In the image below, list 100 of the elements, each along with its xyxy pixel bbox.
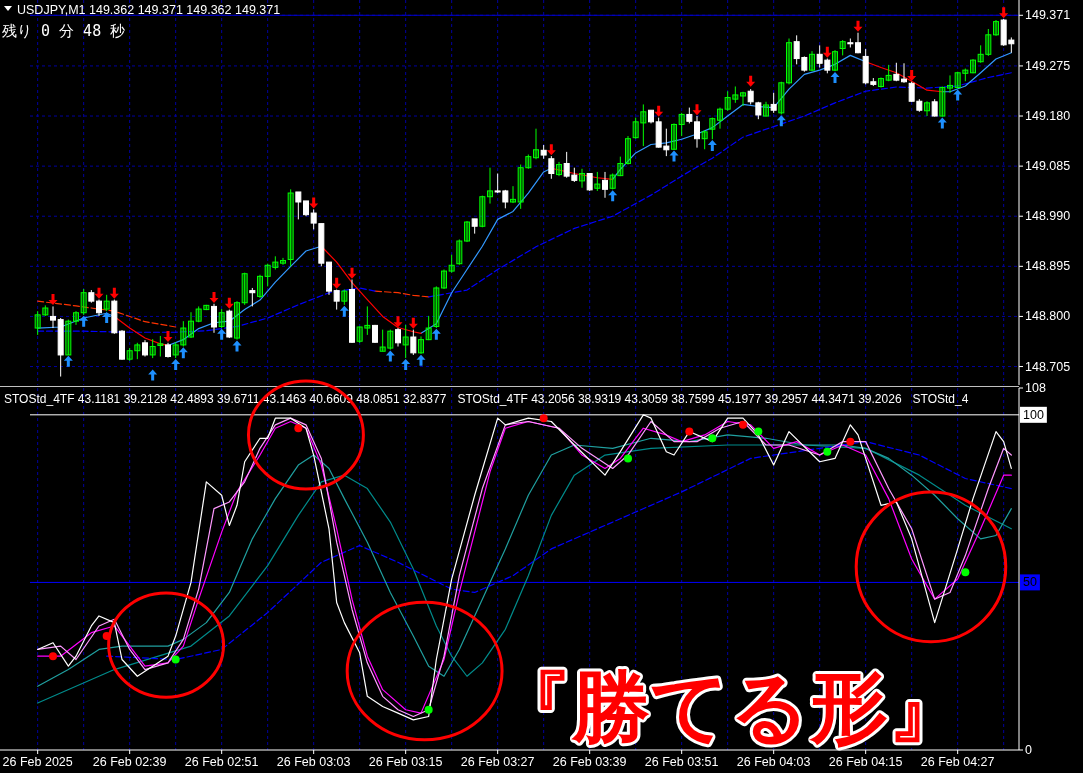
point [830, 72, 840, 84]
point [102, 311, 112, 323]
candlestick [402, 324, 409, 359]
candlestick [295, 191, 302, 220]
point [63, 355, 73, 367]
candlestick [356, 325, 363, 344]
annotation: STOStd_4TF 43.2056 38.9319 43.3059 38.7599 45.1977 39.2957 44.3471 39.2026 [457, 392, 902, 406]
x-tick-label: 26 Feb 02:51 [184, 755, 259, 769]
point [408, 317, 418, 329]
candlestick [533, 128, 539, 160]
ref-line-label: 50 [1023, 575, 1037, 590]
candlestick [126, 347, 133, 362]
point [49, 652, 57, 661]
candlestick [602, 171, 608, 199]
candlestick [479, 195, 486, 228]
annotation: 『勝てる形』 [494, 662, 967, 752]
point [654, 105, 664, 117]
y-tick-label: 148.705 [1025, 359, 1071, 374]
point [708, 434, 717, 443]
candlestick [218, 308, 225, 329]
candlestick [832, 49, 838, 72]
point [739, 420, 747, 429]
point [163, 330, 173, 342]
line-series [428, 72, 1012, 298]
candlestick [724, 90, 731, 112]
chart-title: USDJPY,M1 149.362 149.371 149.362 149.371 [17, 3, 281, 17]
point [339, 305, 349, 317]
candlestick [617, 156, 624, 177]
y-tick-label: 149.275 [1025, 58, 1071, 73]
point [999, 7, 1009, 19]
candlestick [387, 329, 394, 351]
candlestick [272, 255, 279, 270]
line-series [37, 300, 177, 328]
candlestick [770, 92, 777, 114]
candlestick [970, 58, 976, 74]
candlestick [878, 77, 884, 89]
annotation: STOStd_4 [912, 392, 969, 406]
point [669, 150, 679, 162]
candlestick [632, 117, 639, 140]
candlestick [525, 154, 532, 170]
candlestick [180, 320, 187, 347]
candlestick [42, 304, 49, 317]
point [685, 427, 694, 436]
point [232, 340, 242, 352]
point [624, 454, 632, 463]
x-tick-label: 26 Feb 03:27 [460, 755, 535, 769]
candlestick [510, 185, 516, 204]
candlestick [740, 91, 746, 107]
point [171, 655, 180, 664]
point [79, 315, 89, 327]
candlestick [249, 287, 256, 307]
y-tick-label: 108 [1025, 381, 1046, 395]
x-tick-label: 26 Feb 03:15 [368, 755, 443, 769]
x-tick-label: 26 Feb 02:39 [92, 755, 167, 769]
point [608, 190, 618, 202]
candlestick [425, 315, 432, 341]
x-tick-label: 26 Feb 04:03 [736, 755, 811, 769]
candlestick [195, 305, 202, 323]
candlestick [487, 167, 493, 205]
y-tick-label: 148.800 [1025, 309, 1071, 324]
candlestick [709, 117, 716, 140]
candlestick [717, 107, 723, 130]
point [692, 104, 702, 116]
candlestick [732, 85, 739, 104]
candlestick [609, 173, 616, 190]
candlestick [556, 161, 562, 177]
candlestick [993, 19, 999, 37]
point [294, 424, 303, 433]
y-tick-label: 149.085 [1025, 159, 1071, 174]
point [109, 287, 119, 299]
candlestick [640, 103, 647, 147]
candlestick [885, 64, 892, 82]
candlestick [694, 115, 700, 149]
candlestick [786, 38, 792, 85]
point [209, 291, 219, 303]
candlestick [257, 274, 263, 299]
point [401, 358, 411, 370]
candlestick [203, 304, 210, 311]
point [431, 328, 441, 340]
candlestick [50, 305, 56, 329]
y-tick-label: 149.180 [1025, 109, 1071, 124]
candlestick [464, 220, 470, 243]
candlestick [241, 272, 248, 306]
point [853, 20, 863, 32]
point [416, 354, 426, 366]
candlestick [594, 171, 601, 192]
point [776, 115, 786, 127]
candlestick [939, 85, 946, 118]
candlestick [625, 135, 631, 166]
point [332, 277, 342, 289]
point [546, 144, 556, 156]
candlestick [809, 50, 815, 72]
candlestick [364, 305, 371, 336]
point [393, 316, 403, 328]
line-series [37, 287, 376, 333]
candlestick [954, 71, 961, 90]
candlestick [901, 62, 907, 84]
candlestick [778, 81, 785, 115]
candlestick [379, 329, 386, 352]
candlestick [517, 164, 524, 210]
